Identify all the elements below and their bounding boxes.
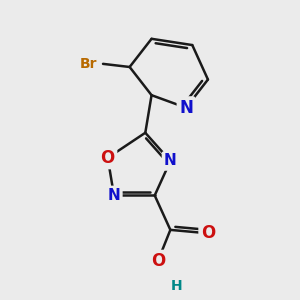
Text: O: O: [151, 252, 165, 270]
Text: O: O: [100, 149, 115, 167]
Text: N: N: [108, 188, 120, 203]
Text: O: O: [201, 224, 215, 242]
Text: N: N: [179, 99, 193, 117]
Text: Br: Br: [80, 57, 98, 71]
Text: N: N: [164, 154, 177, 169]
Text: H: H: [171, 279, 182, 293]
